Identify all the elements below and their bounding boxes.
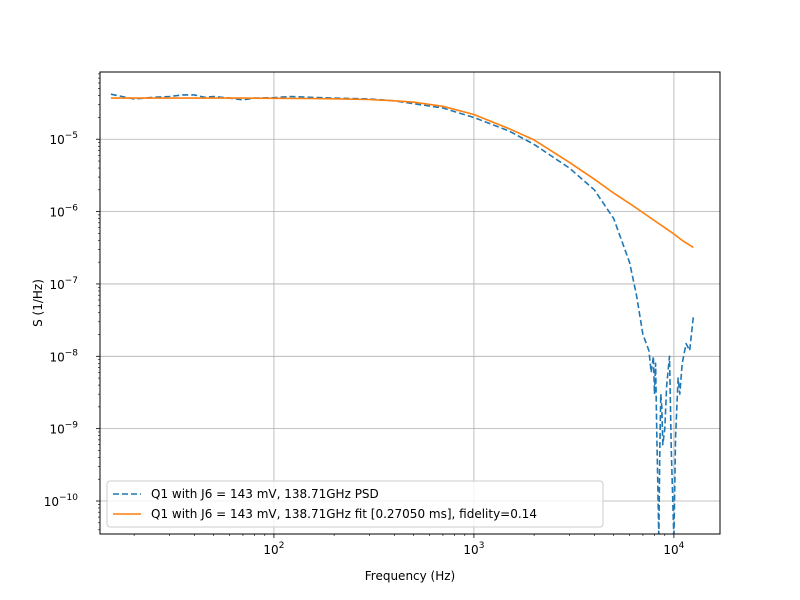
series-layer — [110, 93, 695, 534]
y-tick-label-5: 10−5 — [49, 131, 78, 147]
legend-box — [106, 480, 604, 528]
x-tick-label-0: 102 — [263, 541, 284, 557]
ticks: 102 103 104 10−10 10−9 10−8 10−7 10−6 10−5 — [44, 73, 685, 557]
series-line-1 — [110, 97, 694, 249]
plot-frame — [99, 71, 721, 535]
x-tick-label-1: 103 — [463, 541, 484, 557]
legend-label-0: Q1 with J6 = 143 mV, 138.71GHz PSD — [151, 487, 379, 501]
x-tick-label-2: 104 — [663, 541, 684, 557]
y-tick-label-2: 10−8 — [49, 348, 78, 364]
y-tick-label-1: 10−9 — [49, 421, 78, 437]
y-tick-label-0: 10−10 — [44, 493, 79, 509]
y-tick-label-3: 10−7 — [49, 276, 78, 292]
legend-label-1: Q1 with J6 = 143 mV, 138.71GHz fit [0.27… — [151, 507, 537, 521]
series-line-0 — [110, 93, 695, 534]
y-tick-label-4: 10−6 — [49, 204, 78, 220]
legend: Q1 with J6 = 143 mV, 138.71GHz PSD Q1 wit… — [106, 480, 604, 528]
y-axis-label: S (1/Hz) — [31, 279, 45, 327]
x-axis-label: Frequency (Hz) — [365, 569, 456, 583]
